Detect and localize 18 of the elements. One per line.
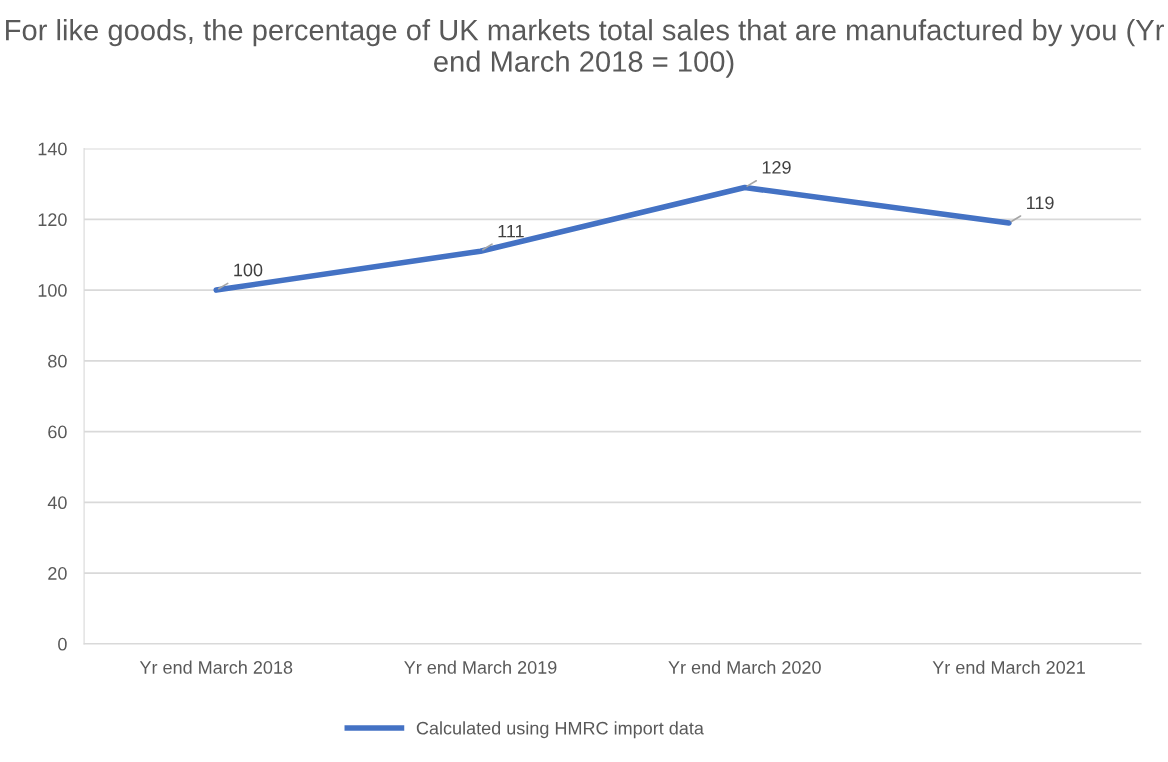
data-label: 129 [762, 161, 791, 174]
data-label: 111 [498, 224, 524, 238]
chart-title: For like goods, the percentage of UK markets total sales that are manufactured by you (Yr end March 2018 = 100) [6, 19, 1164, 78]
data-label: 100 [234, 263, 263, 277]
y-tick-label: 140 [38, 142, 67, 156]
x-tick-label: Yr end March 2019 [404, 660, 557, 674]
data-label: 119 [1027, 196, 1054, 210]
y-tick-label: 20 [48, 567, 67, 580]
y-tick-label: 100 [38, 284, 67, 297]
y-tick-label: 40 [47, 496, 67, 510]
y-tick-label: 0 [58, 637, 67, 651]
y-tick-label: 60 [48, 425, 67, 439]
y-tick-label: 80 [48, 354, 67, 368]
x-tick-label: Yr end March 2020 [668, 660, 821, 674]
x-tick-label: Yr end March 2021 [932, 660, 1085, 674]
y-tick-label: 120 [38, 213, 67, 227]
legend-label: Calculated using HMRC import data [416, 721, 704, 739]
x-tick-label: Yr end March 2018 [139, 660, 293, 674]
